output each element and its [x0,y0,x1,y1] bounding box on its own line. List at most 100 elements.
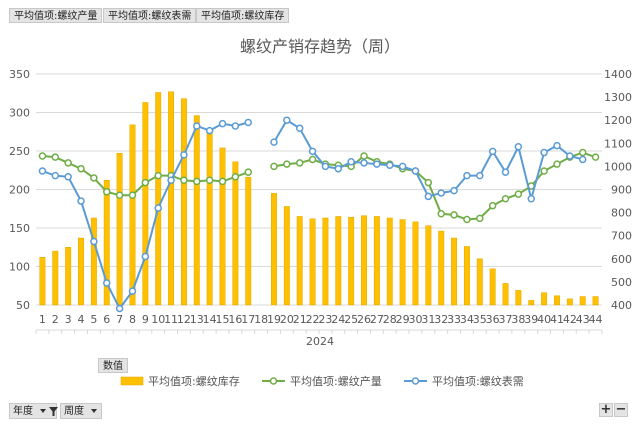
inventory-bar [322,217,329,306]
inventory-bar [463,246,470,306]
inventory-bar [232,161,239,306]
expand-button[interactable]: + [599,402,613,417]
x-tick-label: 15 [216,313,230,326]
production-point [141,178,150,187]
demand-point [103,279,111,287]
demand-point [205,126,214,135]
demand-point [154,204,162,212]
x-tick-label: 6 [103,313,110,326]
filter-button-inventory[interactable]: 平均值项:螺纹库存 [196,8,290,23]
values-button[interactable]: 数值 [98,358,128,373]
x-tick-label: 10 [151,313,165,326]
demand-series [38,116,587,313]
year-label: 2024 [306,335,334,348]
demand-point [578,155,587,164]
inventory-bar [271,193,277,306]
demand-point [115,304,124,313]
x-tick-label: 22 [306,313,320,326]
right-tick-label: 500 [611,276,632,289]
production-point [437,210,445,218]
x-tick-label: 12 [177,313,191,326]
inventory-bar [592,296,599,306]
demand-point [360,159,368,167]
left-tick-label: 300 [9,107,30,120]
filter-button-production[interactable]: 平均值项:螺纹产量 [9,8,103,23]
production-point [103,188,111,196]
x-tick-label: 23 [318,313,332,326]
legend-marker-demand [411,377,420,385]
x-tick-label: 42 [563,313,577,326]
right-tick-label: 900 [611,184,632,197]
x-tick-label: 21 [293,313,307,326]
legend-swatch-inventory [120,376,144,386]
year-field-label: 年度 [13,406,33,417]
x-tick-label: 14 [203,313,217,326]
production-point [295,159,304,167]
right-tick-label: 1200 [604,114,632,127]
demand-point [321,162,330,171]
inventory-bar [515,290,522,306]
legend-label-inventory: 平均值项:螺纹库存 [148,374,240,388]
inventory-bar [116,153,123,306]
inventory-bar [451,237,458,306]
inventory-bar [335,216,342,306]
demand-point [141,252,150,261]
dropdown-icon [91,409,98,413]
x-tick-label: 18 [254,313,268,326]
left-tick-label: 100 [9,261,30,274]
x-tick-label: 2 [52,313,59,326]
x-tick-label: 3 [65,313,72,326]
right-tick-label: 1000 [604,160,632,173]
x-tick-label: 7 [116,313,123,326]
inventory-bar [283,206,290,306]
demand-point [463,171,471,180]
x-tick-label: 36 [486,313,500,326]
legend: 平均值项:螺纹库存 平均值项:螺纹产量 平均值项:螺纹表需 [120,374,524,388]
production-point [128,191,137,200]
x-tick-label: 27 [370,313,384,326]
production-point [360,152,368,160]
production-point [193,177,201,186]
production-point [38,152,47,160]
inventory-bar [528,300,535,306]
inventory-bar [168,91,175,306]
collapse-button[interactable]: − [614,402,628,417]
year-field-button[interactable]: 年度 [9,403,59,419]
demand-point [193,122,201,130]
inventory-bar [309,218,316,306]
production-point [476,214,484,223]
inventory-bar [65,247,72,306]
production-point [591,153,600,161]
x-tick-label: 31 [421,313,435,326]
production-point [450,211,458,219]
demand-point [308,147,317,156]
x-tick-label: 17 [241,313,255,326]
inventory-bar [348,216,355,306]
filter-button-demand[interactable]: 平均值项:螺纹表需 [103,8,197,23]
week-field-button[interactable]: 周度 [60,403,102,419]
x-tick-label: 5 [90,313,97,326]
inventory-bar [142,102,149,306]
legend-label-production: 平均值项:螺纹产量 [290,374,382,388]
demand-point [295,124,304,133]
demand-point [128,287,137,295]
inventory-bar [193,115,200,306]
x-tick-label: 13 [190,313,204,326]
week-field-label: 周度 [64,406,84,417]
production-point [308,155,317,164]
inventory-bar [566,298,573,306]
production-point [514,190,523,198]
right-tick-label: 400 [611,299,632,312]
inventory-bar [103,180,110,306]
production-series [38,148,600,224]
x-tick-label: 9 [142,313,149,326]
inventory-bar [412,221,419,306]
x-axis: 1 2 3 4 5 6 7 8 9 1011121314151617181920212223242… [35,313,603,334]
production-point [578,148,587,157]
demand-point [90,237,98,246]
inventory-bar [541,292,548,306]
production-point [553,160,561,168]
demand-point [244,118,252,127]
left-tick-label: 250 [9,145,30,158]
